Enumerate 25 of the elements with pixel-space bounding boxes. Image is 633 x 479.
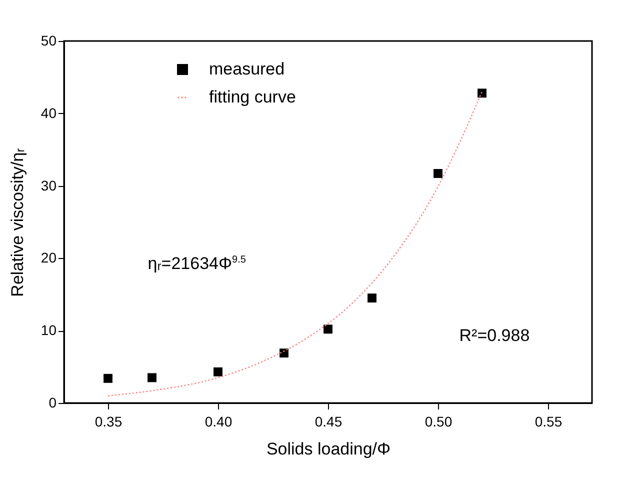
y-tick-label: 30: [40, 177, 57, 194]
y-tick-label: 50: [40, 32, 57, 48]
point: [214, 367, 222, 376]
point: [368, 294, 376, 302]
point: [478, 88, 486, 98]
x-tick-label: 0.40: [204, 414, 232, 430]
x-axis-title: Solids loading/Φ: [266, 440, 391, 458]
x-tick-label: 0.50: [424, 414, 452, 430]
x-tick-label: 0.55: [534, 414, 562, 430]
annotation: R²=0.988: [459, 326, 530, 346]
point: [434, 169, 442, 178]
y-axis-title: Relative viscosity/ηᵣ: [8, 148, 27, 297]
legend-label: measured: [209, 60, 285, 78]
y-tick-label: 10: [40, 322, 57, 338]
annotation: ηᵣ=21634Φ$^{9.5}$: [148, 254, 246, 274]
x-tick-label: 0.45: [314, 414, 342, 430]
y-tick-label: 20: [40, 250, 57, 266]
legend-label: fitting curve: [209, 88, 296, 106]
point: [148, 373, 156, 382]
y-tick-label: 0: [48, 394, 57, 410]
x-tick-label: 0.35: [94, 414, 122, 430]
point: [280, 348, 288, 358]
point: [324, 324, 332, 334]
point: [104, 374, 112, 383]
y-tick-label: 40: [40, 104, 57, 121]
